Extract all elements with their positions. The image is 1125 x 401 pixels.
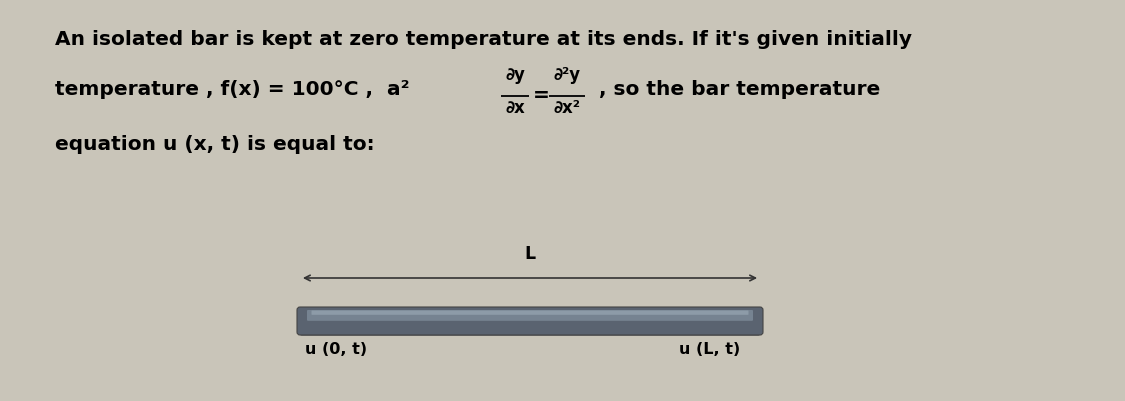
Text: u (0, t): u (0, t) <box>305 342 367 357</box>
Text: ∂²y: ∂²y <box>554 66 580 84</box>
Text: An isolated bar is kept at zero temperature at its ends. If it's given initially: An isolated bar is kept at zero temperat… <box>55 30 912 49</box>
Text: =: = <box>533 87 550 105</box>
Text: temperature , f(x) = 100°C ,  a²: temperature , f(x) = 100°C , a² <box>55 80 410 99</box>
Text: L: L <box>524 245 536 263</box>
FancyBboxPatch shape <box>307 310 753 321</box>
Text: u (L, t): u (L, t) <box>678 342 740 357</box>
FancyBboxPatch shape <box>312 310 748 315</box>
Text: ∂y: ∂y <box>505 66 525 84</box>
Text: , so the bar temperature: , so the bar temperature <box>592 80 880 99</box>
Text: equation u (x, t) is equal to:: equation u (x, t) is equal to: <box>55 135 375 154</box>
FancyBboxPatch shape <box>300 310 760 336</box>
Text: ∂x²: ∂x² <box>554 99 580 117</box>
FancyBboxPatch shape <box>297 307 763 335</box>
Text: ∂x: ∂x <box>505 99 525 117</box>
